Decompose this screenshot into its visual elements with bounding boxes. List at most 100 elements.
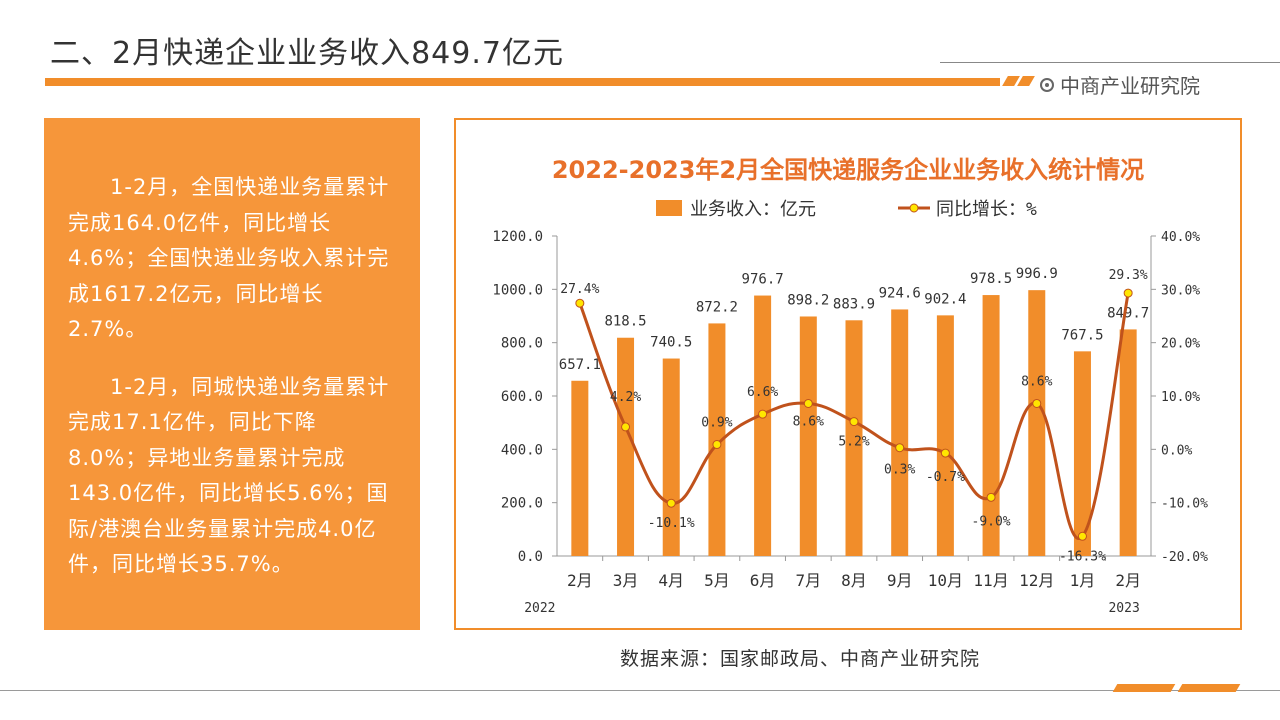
growth-point (1032, 398, 1042, 408)
x-tick-label: 5月 (704, 571, 730, 590)
bar-value-label: 740.5 (650, 335, 692, 351)
x-tick-label: 10月 (928, 571, 963, 590)
growth-point (621, 422, 631, 432)
bar-value-label: 818.5 (604, 314, 646, 330)
growth-value-label: 5.2% (838, 435, 869, 450)
legend-line-marker (909, 203, 919, 213)
x-tick-label: 12月 (1019, 571, 1054, 590)
growth-value-label: -0.7% (926, 470, 965, 485)
footer-bar-2 (1177, 684, 1241, 692)
growth-point (666, 498, 676, 508)
growth-value-label: -16.3% (1059, 549, 1106, 564)
growth-value-label: -9.0% (972, 514, 1011, 529)
y-right-tick-label: -10.0% (1161, 497, 1208, 512)
x-tick-label: 1月 (1070, 571, 1096, 590)
bar (1119, 329, 1137, 556)
y-right-tick-label: 0.0% (1161, 443, 1192, 458)
y-right-tick-label: 20.0% (1161, 337, 1200, 352)
y-left-tick-label: 800.0 (501, 336, 543, 352)
x-tick-label: 2月 (567, 571, 593, 590)
bar (891, 309, 909, 556)
x-tick-label: 6月 (750, 571, 776, 590)
growth-value-label: 8.6% (793, 414, 824, 429)
bar (617, 337, 635, 556)
chart-svg: 业务收入：亿元 同比增长：% 0.0 200.0 400.0 600.0 800.0 1000… (492, 199, 1208, 616)
bar (662, 358, 680, 556)
growth-value-label: 0.3% (884, 463, 915, 478)
bar-value-label: 976.7 (742, 272, 784, 288)
data-source: 数据来源：国家邮政局、中商产业研究院 (620, 648, 981, 670)
bar-value-label: 898.2 (787, 292, 829, 308)
title-underline (45, 78, 1000, 86)
bar-value-label: 996.9 (1016, 266, 1058, 282)
bar (754, 295, 772, 556)
summary-paragraph-1: 1-2月，全国快递业务量累计完成164.0亿件，同比增长4.6%；全国快递业务收… (68, 175, 390, 341)
growth-value-label: 4.2% (610, 390, 641, 405)
legend-bar-label: 业务收入：亿元 (690, 199, 816, 220)
x-tick-label: 7月 (795, 571, 821, 590)
growth-point (895, 443, 905, 453)
growth-point (712, 440, 722, 450)
growth-point (575, 298, 585, 308)
x-year-label: 2023 (1108, 601, 1139, 616)
chart-title: 2022-2023年2月全国快递服务企业业务收入统计情况 (551, 156, 1145, 184)
bar (799, 316, 817, 556)
growth-point (803, 398, 813, 408)
brand-logo-icon (1040, 77, 1054, 92)
legend-line-label: 同比增长：% (936, 199, 1037, 220)
y-right-tick-label: 30.0% (1161, 283, 1200, 298)
bar (708, 323, 726, 556)
x-year-label: 2022 (524, 601, 555, 616)
growth-value-label: -10.1% (648, 516, 695, 531)
y-left-tick-label: 1200.0 (492, 229, 543, 245)
growth-value-label: 8.6% (1021, 374, 1052, 389)
growth-point (1077, 531, 1087, 541)
bar-value-label: 883.9 (833, 296, 875, 312)
bar-value-label: 872.2 (696, 299, 738, 315)
header-divider (940, 62, 1280, 63)
x-tick-label: 2月 (1115, 571, 1141, 590)
bar-value-label: 924.6 (879, 285, 921, 301)
y-left-tick-label: 400.0 (501, 442, 543, 458)
x-tick-label: 8月 (841, 571, 867, 590)
x-tick-label: 9月 (887, 571, 913, 590)
bar (1073, 351, 1091, 556)
bar-value-label: 767.5 (1061, 327, 1103, 343)
y-left-tick-label: 0.0 (518, 549, 543, 565)
growth-value-label: 27.4% (560, 282, 599, 297)
legend-bar-swatch (656, 200, 682, 216)
brand: 中商产业研究院 (1040, 70, 1200, 99)
y-right-tick-label: 10.0% (1161, 390, 1200, 405)
summary-paragraph-2: 1-2月，同城快递业务量累计完成17.1亿件，同比下降8.0%；异地业务量累计完… (68, 374, 390, 577)
growth-point (940, 448, 950, 458)
page-title: 二、2月快递企业业务收入849.7亿元 (50, 36, 564, 71)
growth-value-label: 6.6% (747, 385, 778, 400)
bar (845, 320, 863, 556)
bar (571, 380, 589, 556)
footer-bar-1 (1112, 684, 1176, 692)
summary-panel: 1-2月，全国快递业务量累计完成164.0亿件，同比增长4.6%；全国快递业务收… (44, 118, 420, 630)
growth-point (1123, 288, 1133, 298)
y-left-tick-label: 600.0 (501, 389, 543, 405)
chart-frame: 2022-2023年2月全国快递服务企业业务收入统计情况 业务收入：亿元 同比增长… (454, 118, 1242, 630)
bar-value-label: 978.5 (970, 271, 1012, 287)
growth-point (849, 417, 859, 427)
x-tick-label: 3月 (613, 571, 639, 590)
bar-value-label: 849.7 (1107, 305, 1149, 321)
growth-value-label: 29.3% (1109, 268, 1148, 283)
x-tick-label: 11月 (973, 571, 1008, 590)
x-tick-label: 4月 (658, 571, 684, 590)
footer-line (0, 690, 1280, 691)
growth-point (986, 492, 996, 502)
growth-point (758, 409, 768, 419)
bar (982, 295, 1000, 556)
bar-value-label: 902.4 (924, 291, 966, 307)
growth-value-label: 0.9% (701, 416, 732, 431)
y-right-tick-label: 40.0% (1161, 230, 1200, 245)
y-left-tick-label: 200.0 (501, 496, 543, 512)
y-right-tick-label: -20.0% (1161, 550, 1208, 565)
bar-value-label: 657.1 (559, 357, 601, 373)
y-left-tick-label: 1000.0 (492, 282, 543, 298)
brand-name: 中商产业研究院 (1060, 74, 1200, 98)
bar (936, 315, 954, 556)
